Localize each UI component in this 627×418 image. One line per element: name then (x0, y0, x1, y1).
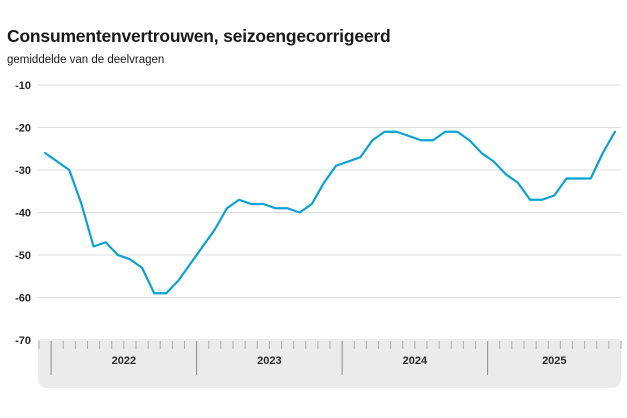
x-axis-year-label: 2025 (542, 355, 566, 367)
x-axis-year-label: 2024 (403, 355, 428, 367)
x-axis-year-label: 2023 (257, 355, 281, 367)
y-axis-tick-label: -50 (15, 250, 31, 262)
y-axis-tick-label: -30 (15, 165, 31, 177)
x-axis-band (38, 341, 621, 388)
y-axis-tick-label: -20 (15, 123, 31, 135)
y-axis-tick-label: -60 (15, 293, 31, 305)
x-axis-year-label: 2022 (112, 355, 136, 367)
confidence-line-series (43, 130, 617, 295)
y-axis-tick-label: -10 (15, 80, 31, 92)
chart-title: Consumentenvertrouwen, seizoengecorrigee… (7, 26, 391, 46)
y-axis-tick-label: -40 (15, 208, 31, 220)
chart-subtitle: gemiddelde van de deelvragen (7, 54, 165, 66)
y-axis-tick-label: -70 (15, 335, 31, 347)
